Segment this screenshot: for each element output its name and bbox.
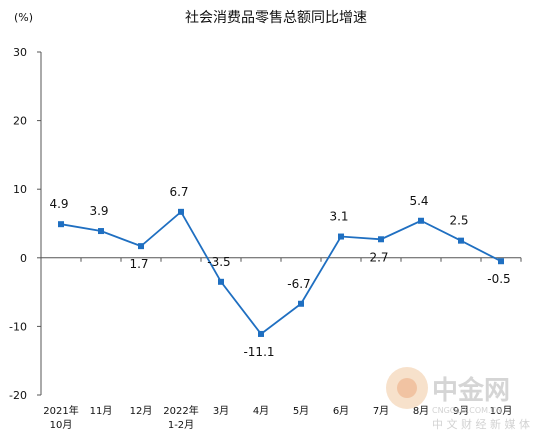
y-tick-label: 20: [13, 115, 27, 128]
y-tick-label: 0: [20, 252, 27, 265]
y-tick-label: -10: [9, 320, 27, 333]
data-point: [298, 300, 304, 307]
y-axis-ticks: -20 -10 0 10 20 30: [9, 46, 41, 402]
series-line: [60, 210, 502, 336]
data-point: [58, 221, 64, 228]
watermark-logo-icon: [386, 367, 428, 409]
data-label: 2.7: [369, 250, 388, 264]
y-tick-label: -20: [9, 389, 27, 402]
watermark-logo-inner-icon: [397, 378, 417, 398]
data-point: [178, 208, 184, 215]
x-axis-group: [40, 257, 522, 262]
data-label: 1.7: [129, 257, 148, 271]
data-point: [258, 330, 264, 337]
data-point: [338, 233, 344, 240]
x-tick-label: 2021年: [43, 404, 78, 417]
data-label: -0.5: [487, 272, 510, 286]
watermark-domain: CNGOLD.COM.CN: [432, 406, 502, 415]
data-label: -11.1: [243, 345, 274, 359]
data-point: [218, 278, 224, 285]
data-label: 2.5: [449, 214, 468, 228]
x-tick-label: 6月: [333, 405, 349, 417]
x-tick-label: 9月: [453, 405, 469, 417]
data-label: 3.9: [89, 204, 108, 218]
x-tick-label: 8月: [413, 405, 429, 417]
data-point: [98, 228, 104, 235]
x-tick-label: 11月: [90, 405, 113, 417]
data-label: -6.7: [287, 277, 310, 291]
x-tick-label: 2022年: [163, 404, 198, 417]
chart-title: 社会消费品零售总额同比增速: [185, 10, 367, 26]
x-tick-label: 4月: [253, 405, 269, 417]
x-tick-label: 1-2月: [168, 419, 194, 431]
data-labels: 4.9 3.9 1.7 6.7 -3.5 -11.1 -6.7 3.1 2.7 5.4 2.5 -0.…: [49, 185, 510, 359]
y-tick-label: 30: [13, 46, 27, 59]
data-point: [498, 258, 504, 265]
x-tick-label: 7月: [373, 405, 389, 417]
x-tick-label: 12月: [130, 405, 153, 417]
x-tick-label: 10月: [490, 405, 513, 417]
watermark-brand: 中金网: [432, 375, 510, 406]
y-unit-label: (%): [14, 11, 33, 24]
data-point: [138, 243, 144, 250]
x-tick-label: 10月: [50, 419, 73, 431]
watermark: 中金网 CNGOLD.COM.CN 中 文 财 经 新 媒 体: [386, 367, 530, 431]
data-label: -3.5: [207, 255, 230, 269]
data-point: [418, 217, 424, 224]
data-points: [58, 208, 504, 337]
data-label: 4.9: [49, 197, 68, 211]
data-label: 3.1: [329, 210, 348, 224]
watermark-slogan: 中 文 财 经 新 媒 体: [432, 417, 530, 431]
x-tick-label: 3月: [213, 405, 229, 417]
x-axis-tick-labels: 2021年 10月 11月 12月 2022年 1-2月 3月 4月 5月 6月 7月 8月 9月 10月: [43, 404, 512, 431]
data-point: [378, 236, 384, 243]
data-label: 5.4: [409, 194, 428, 208]
data-label: 6.7: [169, 185, 188, 199]
y-tick-label: 10: [13, 183, 27, 196]
x-tick-label: 5月: [293, 405, 309, 417]
data-point: [458, 237, 464, 244]
